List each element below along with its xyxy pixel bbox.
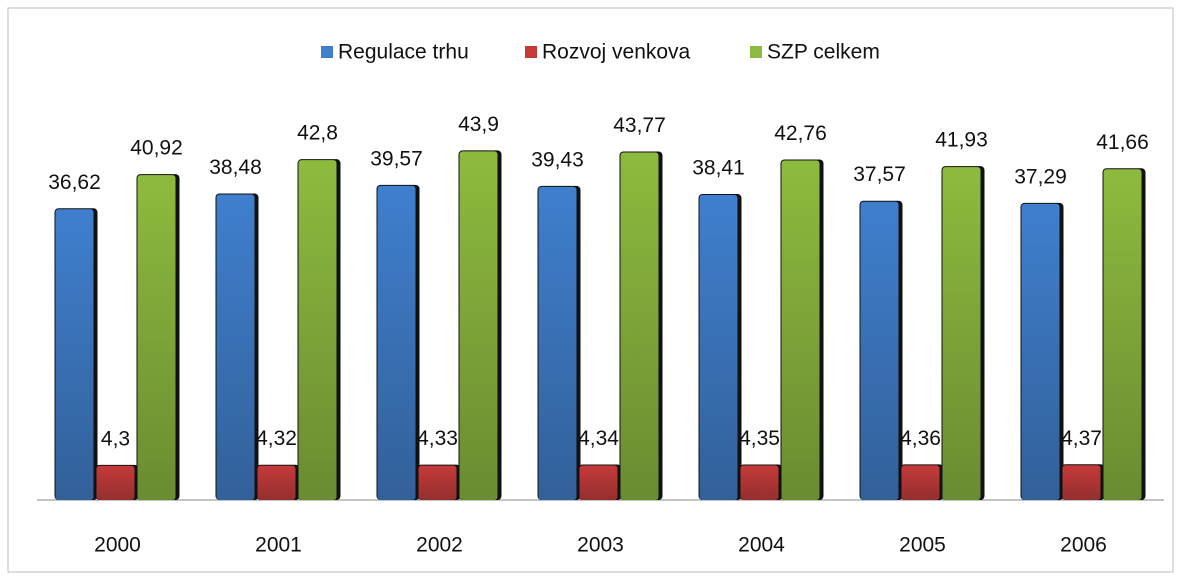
legend-label: SZP celkem bbox=[767, 41, 880, 64]
value-label: 41,93 bbox=[935, 129, 988, 152]
x-tick-label: 2001 bbox=[255, 534, 302, 557]
bar bbox=[620, 152, 659, 501]
bar bbox=[699, 195, 738, 500]
bar bbox=[538, 186, 577, 501]
bar bbox=[459, 151, 498, 500]
bar bbox=[137, 175, 176, 500]
value-label: 37,57 bbox=[853, 163, 906, 186]
bar bbox=[901, 465, 940, 500]
bar bbox=[298, 160, 337, 500]
value-label: 4,35 bbox=[739, 427, 780, 450]
value-label: 4,34 bbox=[578, 427, 619, 450]
bar bbox=[1062, 465, 1101, 500]
value-label: 43,9 bbox=[458, 113, 499, 136]
x-tick-label: 2002 bbox=[416, 534, 463, 557]
bar bbox=[1021, 203, 1060, 500]
value-label: 41,66 bbox=[1096, 131, 1149, 154]
value-label: 4,3 bbox=[101, 427, 130, 450]
value-label: 38,41 bbox=[692, 157, 745, 180]
value-label: 37,29 bbox=[1014, 165, 1067, 188]
value-label: 4,33 bbox=[417, 427, 458, 450]
legend-label: Rozvoj venkova bbox=[542, 41, 691, 64]
bar bbox=[418, 465, 457, 500]
bar bbox=[1103, 169, 1142, 500]
legend-swatch bbox=[750, 46, 762, 58]
bar bbox=[740, 465, 779, 500]
value-label: 4,32 bbox=[256, 427, 297, 450]
value-label: 39,43 bbox=[531, 148, 584, 171]
x-tick-label: 2005 bbox=[899, 534, 946, 557]
legend-swatch bbox=[525, 46, 537, 58]
x-tick-label: 2000 bbox=[94, 534, 141, 557]
value-label: 39,57 bbox=[370, 147, 423, 170]
x-tick-label: 2006 bbox=[1060, 534, 1107, 557]
legend-swatch bbox=[321, 46, 333, 58]
x-tick-label: 2003 bbox=[577, 534, 624, 557]
bar bbox=[860, 201, 899, 500]
value-label: 42,8 bbox=[297, 122, 338, 145]
bar bbox=[579, 465, 618, 500]
bar bbox=[96, 465, 135, 500]
value-label: 4,36 bbox=[900, 427, 941, 450]
bar bbox=[216, 194, 255, 500]
legend-label: Regulace trhu bbox=[338, 41, 469, 64]
value-label: 36,62 bbox=[48, 171, 101, 194]
value-label: 38,48 bbox=[209, 156, 262, 179]
bar bbox=[257, 465, 296, 500]
bar bbox=[942, 167, 981, 500]
x-tick-label: 2004 bbox=[738, 534, 785, 557]
value-label: 42,76 bbox=[774, 122, 827, 145]
bar bbox=[55, 209, 94, 501]
value-label: 43,77 bbox=[613, 114, 666, 137]
bar bbox=[781, 160, 820, 500]
value-label: 40,92 bbox=[130, 137, 183, 160]
bar bbox=[377, 185, 416, 500]
value-label: 4,37 bbox=[1061, 427, 1102, 450]
